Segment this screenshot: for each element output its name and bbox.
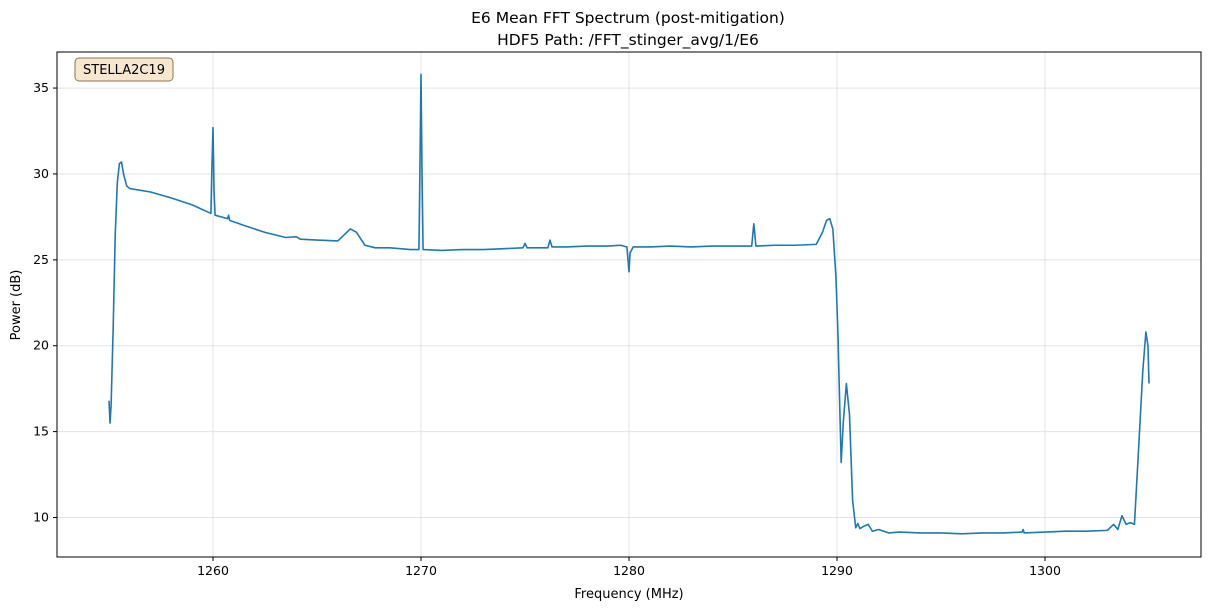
chart-title-line1: E6 Mean FFT Spectrum (post-mitigation) bbox=[471, 9, 785, 27]
y-tick-label: 10 bbox=[33, 509, 49, 524]
station-badge-box bbox=[74, 57, 174, 82]
station-badge-label: STELLA2C19 bbox=[83, 63, 165, 78]
x-axis-label: Frequency (MHz) bbox=[574, 587, 683, 602]
y-ticks: 10 15 20 25 30 35 bbox=[33, 80, 57, 524]
x-tick-label: 1280 bbox=[613, 563, 645, 578]
chart-title-line2: HDF5 Path: /FFT_stinger_avg/1/E6 bbox=[497, 31, 759, 50]
plot-series bbox=[108, 73, 1150, 535]
y-tick-label: 35 bbox=[33, 80, 49, 95]
x-tick-label: 1260 bbox=[197, 563, 229, 578]
station-badge: STELLA2C19 bbox=[74, 57, 174, 82]
spectrum-line bbox=[108, 73, 1150, 535]
y-tick-label: 30 bbox=[33, 166, 49, 181]
x-tick-label: 1300 bbox=[1029, 563, 1061, 578]
y-tick-label: 20 bbox=[33, 338, 49, 353]
y-tick-label: 15 bbox=[33, 424, 49, 439]
y-tick-label: 25 bbox=[33, 252, 49, 267]
y-axis-label: Power (dB) bbox=[9, 270, 24, 341]
x-tick-label: 1290 bbox=[821, 563, 853, 578]
x-ticks: 1260 1270 1280 1290 1300 bbox=[197, 557, 1061, 578]
x-tick-label: 1270 bbox=[405, 563, 437, 578]
